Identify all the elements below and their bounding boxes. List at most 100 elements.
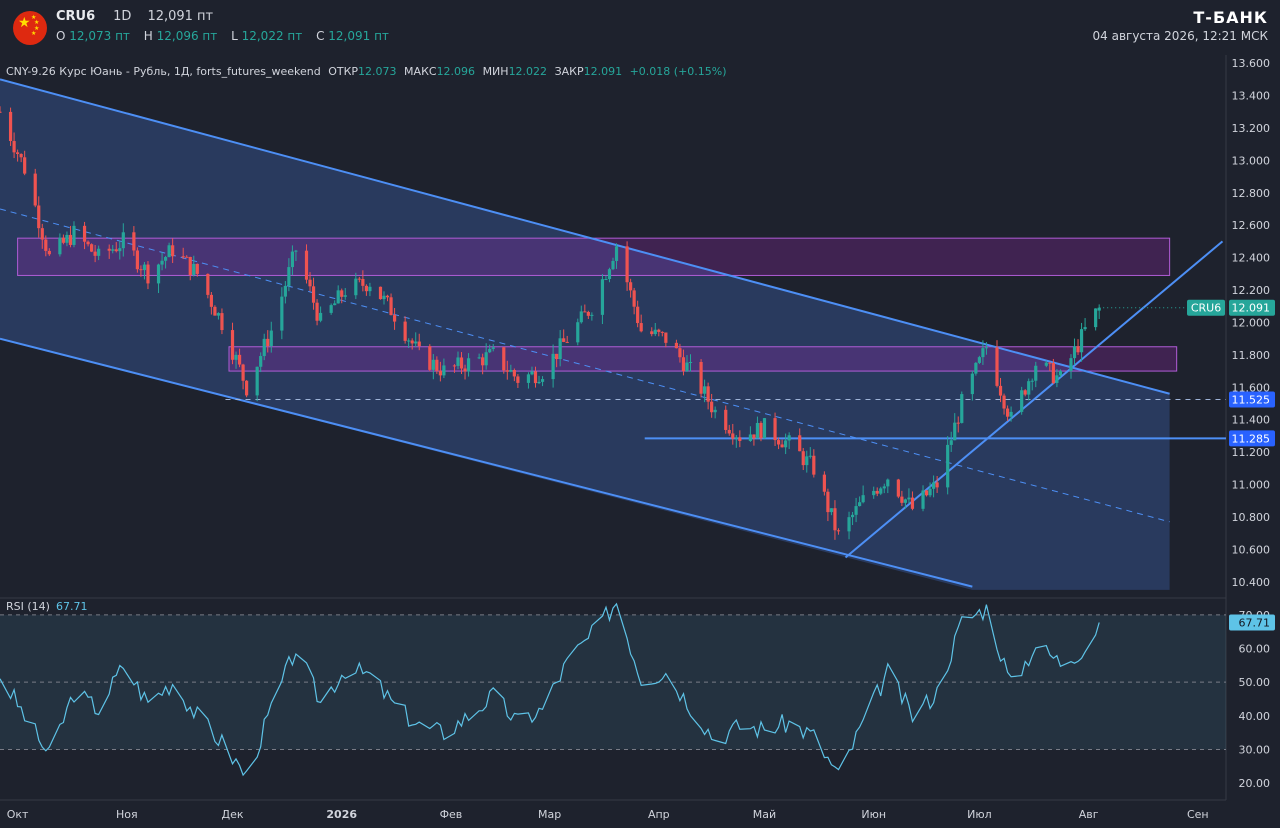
candle-body — [311, 286, 316, 303]
price-tick-label: 10.600 — [1232, 543, 1271, 556]
price-tick-label: 12.200 — [1232, 284, 1271, 297]
candle-body — [664, 332, 668, 343]
candle-body — [953, 422, 957, 441]
candle-body — [826, 491, 830, 513]
candle-body — [121, 232, 125, 249]
candle-body — [107, 248, 111, 251]
candle-body — [702, 386, 707, 394]
candle-body — [1076, 346, 1080, 353]
candle-body — [431, 359, 435, 370]
candle-body — [727, 429, 731, 434]
candle-body — [294, 250, 298, 252]
candle-body — [61, 237, 66, 243]
high-value: 12,096 пт — [156, 29, 218, 43]
candle-body — [269, 330, 273, 347]
candle-body — [639, 323, 643, 332]
candle-body — [780, 444, 784, 448]
candle-body — [65, 234, 69, 243]
legend-open-value: 12.073 — [358, 65, 397, 78]
candle-body — [734, 437, 738, 439]
candle-body — [262, 338, 266, 357]
price-tick-label: 13.600 — [1232, 57, 1271, 70]
candle-body — [188, 256, 192, 276]
channel-lower-line — [0, 337, 973, 588]
candle-body — [58, 237, 62, 255]
candle-body — [773, 418, 777, 441]
close-value: 12,091 пт — [328, 29, 389, 43]
candles-group — [0, 106, 1101, 540]
candle-body — [829, 508, 834, 513]
candle-body — [40, 228, 44, 240]
candle-body — [463, 368, 467, 372]
resistance-zone-middle — [228, 346, 1178, 372]
candle-body — [1020, 390, 1024, 412]
candle-body — [156, 264, 161, 284]
flag-small-star: ★ — [34, 19, 40, 26]
level-price-badge — [1229, 430, 1275, 447]
candle-body — [706, 386, 710, 402]
candle-body — [220, 313, 224, 331]
candle-body — [822, 474, 826, 492]
symbol-header: CRU6 1D 12,091 пт — [56, 9, 213, 24]
rsi-legend[interactable]: RSI (14) 67.71 — [6, 600, 87, 613]
candle-body — [551, 353, 555, 380]
candle-body — [590, 314, 594, 316]
candle-body — [875, 490, 879, 494]
candle-body — [435, 359, 439, 371]
candle-body — [1055, 375, 1059, 383]
candle-body — [685, 362, 689, 372]
price-tick-label: 11.600 — [1232, 381, 1271, 394]
candle-body — [484, 352, 488, 366]
candle-body — [181, 256, 185, 258]
candle-body — [1002, 395, 1006, 409]
rsi-tick-label: 60.00 — [1239, 643, 1271, 656]
candle-body — [403, 321, 407, 341]
candle-body — [8, 111, 13, 142]
candle-body — [139, 269, 143, 271]
candle-body — [738, 437, 742, 441]
time-tick-label: Июн — [861, 808, 886, 821]
candle-body — [287, 267, 291, 286]
candle-body — [530, 371, 534, 375]
series-legend[interactable]: CNY-9.26 Курс Юань - Рубль, 1Д, forts_fu… — [6, 65, 727, 78]
timeframe-label[interactable]: 1D — [113, 9, 132, 24]
candle-body — [928, 488, 932, 496]
price-tick-label: 11.400 — [1232, 414, 1271, 427]
candle-body — [657, 329, 661, 332]
price-tick-label: 11.800 — [1232, 349, 1271, 362]
candle-body — [266, 338, 270, 347]
candle-body — [481, 357, 485, 366]
candle-body — [1058, 370, 1063, 376]
channel-upper-line — [0, 78, 1170, 395]
candle-body — [660, 331, 664, 333]
candle-body — [808, 455, 812, 457]
rsi-band-fill — [0, 614, 1226, 750]
candle-body — [1034, 365, 1038, 381]
legend-title: CNY-9.26 Курс Юань - Рубль, 1Д, forts_fu… — [6, 65, 321, 78]
candle-body — [97, 248, 101, 256]
symbol-ticker[interactable]: CRU6 — [56, 9, 96, 24]
candle-body — [674, 342, 679, 349]
flag-small-star: ★ — [31, 14, 37, 21]
time-tick-label: Авг — [1079, 808, 1099, 821]
candle-body — [629, 282, 633, 291]
candle-body — [579, 311, 583, 323]
candle-body — [336, 290, 340, 304]
candle-body — [93, 251, 97, 256]
candle-body — [195, 263, 199, 274]
candle-body — [896, 479, 900, 497]
candle-body — [836, 530, 841, 532]
candle-body — [192, 263, 196, 276]
candle-body — [237, 354, 242, 365]
candle-body — [565, 341, 569, 343]
candle-body — [315, 302, 319, 321]
candle-body — [167, 245, 171, 258]
candle-body — [417, 341, 421, 347]
candle-body — [900, 496, 904, 503]
level-price-badge-text: 11.525 — [1232, 393, 1271, 406]
candle-body — [516, 376, 520, 383]
rsi-tick-label: 50.00 — [1239, 676, 1271, 689]
time-tick-label: Фев — [440, 808, 463, 821]
candle-body — [146, 264, 150, 284]
